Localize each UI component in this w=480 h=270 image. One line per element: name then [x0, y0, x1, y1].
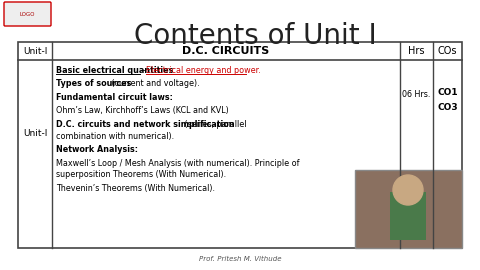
- Text: Unit-I: Unit-I: [23, 130, 47, 139]
- Circle shape: [393, 175, 423, 205]
- Text: Prof. Pritesh M. Vithude: Prof. Pritesh M. Vithude: [199, 256, 281, 262]
- Text: Fundamental circuit laws:: Fundamental circuit laws:: [56, 93, 173, 102]
- Text: D.C. CIRCUITS: D.C. CIRCUITS: [182, 46, 270, 56]
- Text: CO1
CO3: CO1 CO3: [437, 88, 458, 112]
- Text: COs: COs: [438, 46, 457, 56]
- Text: superposition Theorems (With Numerical).: superposition Theorems (With Numerical).: [56, 170, 226, 179]
- Text: Hrs: Hrs: [408, 46, 425, 56]
- Text: Network Analysis:: Network Analysis:: [56, 145, 138, 154]
- FancyBboxPatch shape: [355, 170, 462, 248]
- Text: Ohm’s Law, Kirchhoff’s Laws (KCL and KVL): Ohm’s Law, Kirchhoff’s Laws (KCL and KVL…: [56, 106, 229, 116]
- FancyBboxPatch shape: [390, 192, 426, 240]
- Text: (current and voltage).: (current and voltage).: [109, 79, 200, 89]
- Text: -: -: [140, 66, 148, 75]
- Text: combination with numerical).: combination with numerical).: [56, 131, 174, 140]
- Text: Unit-I: Unit-I: [23, 46, 47, 56]
- Text: (series, parallel: (series, parallel: [182, 120, 247, 129]
- Text: Types of sources: Types of sources: [56, 79, 132, 89]
- Text: D.C. circuits and network simplification: D.C. circuits and network simplification: [56, 120, 235, 129]
- Text: Contents of Unit I: Contents of Unit I: [133, 22, 376, 50]
- Text: Thevenin’s Theorems (With Numerical).: Thevenin’s Theorems (With Numerical).: [56, 184, 215, 193]
- Text: 06 Hrs.: 06 Hrs.: [402, 90, 431, 99]
- Text: Electrical energy and power.: Electrical energy and power.: [146, 66, 261, 75]
- Text: LOGO: LOGO: [19, 12, 35, 16]
- Text: Maxwell’s Loop / Mesh Analysis (with numerical). Principle of: Maxwell’s Loop / Mesh Analysis (with num…: [56, 158, 300, 167]
- FancyBboxPatch shape: [4, 2, 51, 26]
- Text: Basic electrical quantities: Basic electrical quantities: [56, 66, 173, 75]
- Bar: [18, 42, 462, 248]
